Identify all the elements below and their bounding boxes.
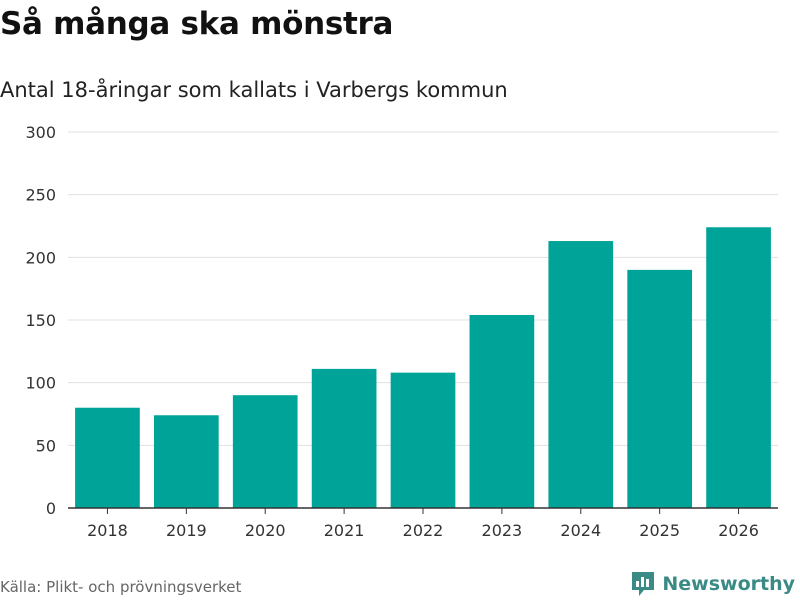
x-tick-label: 2024 bbox=[560, 521, 601, 540]
x-tick-label: 2022 bbox=[403, 521, 444, 540]
y-tick-label: 250 bbox=[25, 186, 56, 205]
y-tick-label: 100 bbox=[25, 374, 56, 393]
bar-2026[interactable] bbox=[706, 227, 771, 508]
bar-2024[interactable] bbox=[548, 241, 614, 509]
y-tick-label: 0 bbox=[46, 499, 56, 518]
x-axis-ticks: 2018 2019 2020 2021 2022 2023 2024 2025 2026 bbox=[87, 508, 759, 540]
newsworthy-logo-icon bbox=[632, 572, 655, 596]
chart-subtitle: Antal 18-åringar som kallats i Varbergs … bbox=[0, 78, 508, 102]
x-tick-label: 2020 bbox=[245, 521, 286, 540]
source-note: Källa: Plikt- och prövningsverket bbox=[0, 578, 242, 596]
y-tick-label: 150 bbox=[25, 311, 56, 330]
y-tick-label: 300 bbox=[25, 123, 56, 142]
bar-2025[interactable] bbox=[627, 269, 693, 508]
x-tick-label: 2018 bbox=[87, 521, 128, 540]
x-tick-label: 2025 bbox=[639, 521, 680, 540]
y-tick-label: 50 bbox=[36, 436, 56, 455]
bar-2021[interactable] bbox=[311, 368, 377, 508]
bar-2023[interactable] bbox=[469, 314, 535, 508]
bar-2019[interactable] bbox=[153, 415, 219, 508]
x-tick-label: 2019 bbox=[166, 521, 207, 540]
y-tick-label: 200 bbox=[25, 248, 56, 267]
x-tick-label: 2026 bbox=[718, 521, 759, 540]
x-tick-label: 2023 bbox=[482, 521, 523, 540]
bar-2020[interactable] bbox=[232, 395, 298, 508]
bars bbox=[75, 227, 771, 509]
chart-title: Så många ska mönstra bbox=[0, 6, 394, 42]
brand-name: Newsworthy bbox=[662, 573, 795, 595]
bar-2018[interactable] bbox=[75, 407, 140, 508]
bar-2022[interactable] bbox=[390, 372, 456, 508]
brand-logo[interactable]: Newsworthy bbox=[630, 570, 795, 598]
y-axis-ticks: 0 50 100 150 200 250 300 bbox=[25, 123, 56, 518]
x-tick-label: 2021 bbox=[324, 521, 365, 540]
